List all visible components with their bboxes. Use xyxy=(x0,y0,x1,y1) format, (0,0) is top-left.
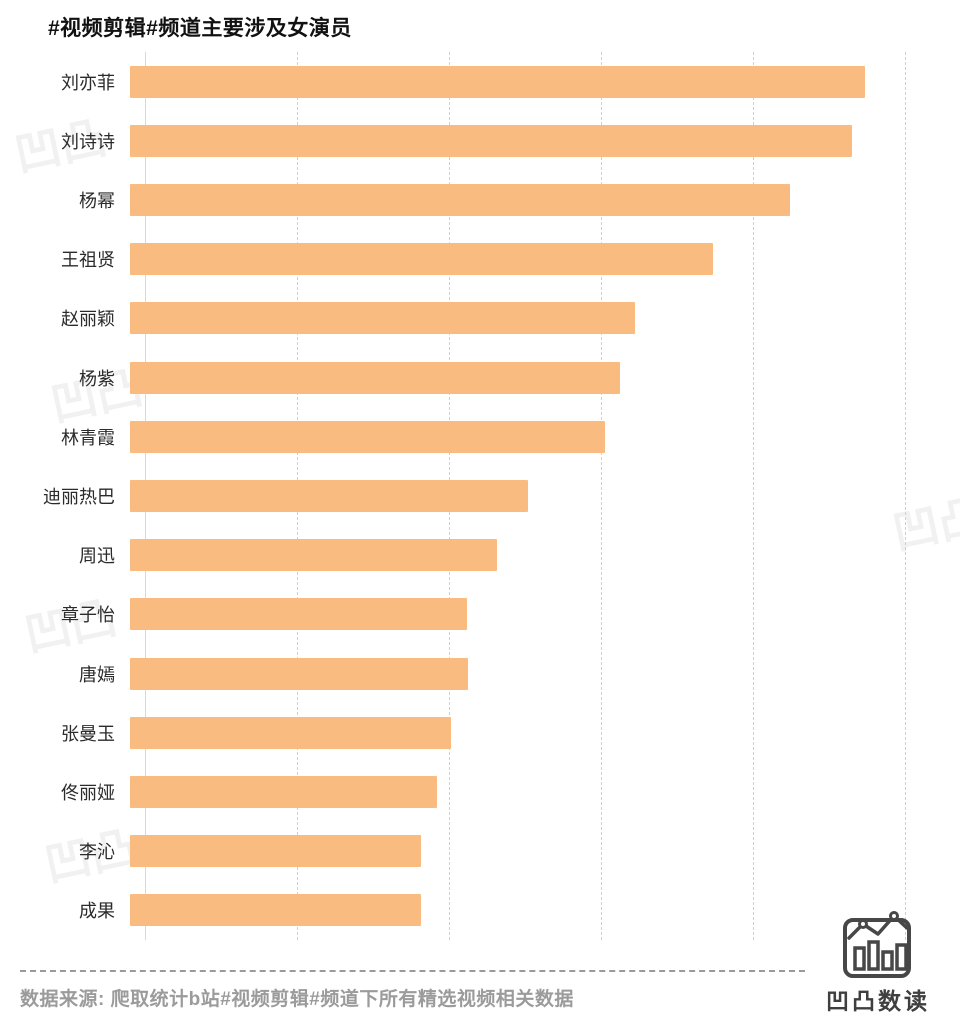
chart-row: 赵丽颖 xyxy=(0,289,905,348)
gridline xyxy=(905,52,906,940)
brand-logo-text: 凹凸数读 xyxy=(826,988,930,1014)
bar xyxy=(130,539,498,572)
bar-track xyxy=(130,302,890,335)
bar-track xyxy=(130,835,890,868)
chart-row: 王祖贤 xyxy=(0,230,905,289)
chart-row: 刘诗诗 xyxy=(0,111,905,170)
category-label: 唐嫣 xyxy=(79,664,115,685)
bar-track xyxy=(130,657,890,690)
category-label: 杨幂 xyxy=(79,191,115,211)
category-label: 林青霞 xyxy=(61,427,115,448)
chart-row: 成果 xyxy=(0,881,905,940)
category-label: 刘诗诗 xyxy=(61,131,115,152)
category-label: 周迅 xyxy=(79,546,115,567)
chart-row: 张曼玉 xyxy=(0,703,905,762)
bar xyxy=(130,835,422,868)
bar xyxy=(130,361,621,394)
bar xyxy=(130,657,469,690)
category-label: 成果 xyxy=(79,901,115,922)
category-label: 章子怡 xyxy=(61,605,115,626)
bar-chart-with-trendline-icon xyxy=(843,911,911,978)
gridline xyxy=(753,52,754,940)
bar-track xyxy=(130,65,890,98)
bar-track xyxy=(130,243,890,276)
category-label: 刘亦菲 xyxy=(61,72,115,93)
bar-track xyxy=(130,716,890,749)
category-label: 张曼玉 xyxy=(61,723,115,744)
chart-row: 杨幂 xyxy=(0,170,905,229)
data-source-note: 数据来源: 爬取统计b站#视频剪辑#频道下所有精选视频相关数据 xyxy=(20,989,574,1010)
bar xyxy=(130,124,852,157)
footer-divider xyxy=(20,970,805,972)
chart-row: 迪丽热巴 xyxy=(0,466,905,525)
chart-row: 唐嫣 xyxy=(0,644,905,703)
bar xyxy=(130,243,713,276)
bar-track xyxy=(130,894,890,927)
chart-row: 林青霞 xyxy=(0,407,905,466)
bar xyxy=(130,65,865,98)
bar xyxy=(130,480,529,513)
bar xyxy=(130,302,635,335)
bar-track xyxy=(130,480,890,513)
bar xyxy=(130,776,438,809)
bar-track xyxy=(130,539,890,572)
category-label: 赵丽颖 xyxy=(61,309,115,330)
bar-track xyxy=(130,776,890,809)
chart-row: 刘亦菲 xyxy=(0,52,905,111)
chart-title: #视频剪辑#频道主要涉及女演员 xyxy=(48,17,352,40)
category-label: 李沁 xyxy=(79,842,115,863)
category-label: 迪丽热巴 xyxy=(43,487,115,508)
chart-row: 周迅 xyxy=(0,526,905,585)
category-label: 杨紫 xyxy=(79,368,115,389)
bar xyxy=(130,716,451,749)
bar xyxy=(130,894,422,927)
bar-track xyxy=(130,598,890,631)
gridline xyxy=(601,52,602,940)
bar-track xyxy=(130,361,890,394)
category-label: 佟丽娅 xyxy=(61,783,115,804)
chart-row: 佟丽娅 xyxy=(0,762,905,821)
bar xyxy=(130,598,468,631)
category-label: 王祖贤 xyxy=(61,250,115,271)
chart-row: 李沁 xyxy=(0,822,905,881)
bar-track xyxy=(130,420,890,453)
bar-track xyxy=(130,184,890,216)
chart-rows: 刘亦菲 刘诗诗 杨幂 王祖贤 赵丽颖 杨紫 林青霞 xyxy=(0,52,905,940)
chart-row: 章子怡 xyxy=(0,585,905,644)
bar xyxy=(130,184,790,216)
chart-row: 杨紫 xyxy=(0,348,905,407)
bar-track xyxy=(130,124,890,157)
brand-logo: 凹凸数读 xyxy=(808,908,948,1016)
bar xyxy=(130,420,605,453)
bar-chart: 刘亦菲 刘诗诗 杨幂 王祖贤 赵丽颖 杨紫 林青霞 xyxy=(0,52,960,940)
